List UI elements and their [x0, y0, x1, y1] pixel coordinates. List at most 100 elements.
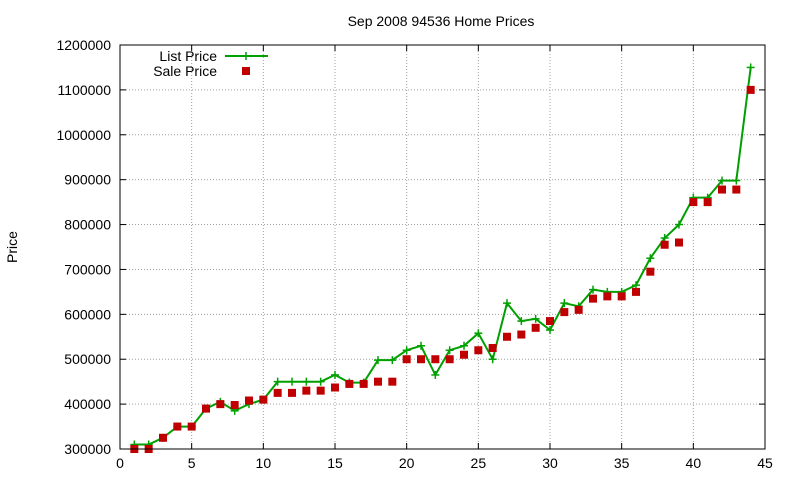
sale-price-point [689, 198, 698, 207]
y-tick-label: 1100000 [58, 82, 112, 98]
list-price-point [546, 326, 554, 335]
list-price-point [732, 176, 741, 185]
sale-price-point [675, 238, 683, 247]
sale-price-point [546, 317, 554, 326]
y-tick-label: 500000 [64, 351, 111, 367]
sale-price-point [703, 198, 712, 207]
list-price-point [474, 329, 483, 338]
y-tick-label: 300000 [64, 441, 111, 457]
list-price-point [288, 377, 296, 386]
list-price-point [374, 356, 382, 365]
x-tick-label: 10 [256, 455, 272, 471]
list-price-point [488, 355, 497, 364]
sale-price-point [746, 85, 755, 94]
x-tick-label: 30 [542, 455, 558, 471]
list-price-point [531, 314, 540, 323]
list-price-point [560, 299, 569, 308]
sale-price-point [589, 294, 597, 303]
list-price-point [517, 317, 526, 326]
list-price-point [388, 356, 397, 365]
list-price-point [746, 63, 755, 72]
list-price-point [402, 346, 411, 355]
sale-price-point [732, 185, 741, 194]
y-tick-label: 400000 [64, 396, 111, 412]
sale-price-point [259, 395, 268, 404]
list-price-point [718, 176, 726, 185]
sale-price-point [230, 401, 239, 410]
x-tick-label: 25 [471, 455, 487, 471]
legend-label-list-price: List Price [159, 48, 217, 64]
sale-price-point [574, 305, 583, 314]
sale-price-point [617, 292, 626, 301]
y-tick-label: 1200000 [56, 37, 111, 53]
list-price-point [331, 370, 339, 379]
sale-price-point [531, 323, 540, 332]
sale-price-point [488, 344, 497, 352]
sale-price-point [316, 386, 325, 395]
axis-ticks: 0 5 10 15 20 25 30 35 40 45 300000 400000 500000 6000… [56, 37, 773, 471]
sale-price-point [632, 287, 640, 296]
sale-price-point [273, 388, 282, 397]
sale-price-point [402, 355, 411, 364]
sale-price-point [660, 240, 669, 249]
list-price-point [646, 254, 655, 263]
list-price-point [632, 281, 640, 290]
x-tick-label: 20 [399, 455, 415, 471]
sale-price-point [345, 379, 354, 388]
sale-price-point [187, 422, 196, 431]
x-tick-label: 15 [327, 455, 343, 471]
list-price-point [589, 285, 597, 294]
sale-price-point [474, 346, 483, 355]
series-sale-price [130, 85, 755, 453]
sale-price-point [431, 355, 440, 364]
legend: List Price Sale Price [153, 48, 268, 79]
sale-price-point [718, 185, 726, 194]
x-tick-label: 45 [757, 455, 773, 471]
sale-price-point [417, 355, 425, 364]
list-price-point [431, 370, 440, 379]
sale-price-point [202, 404, 210, 413]
sale-price-point [173, 422, 182, 431]
sale-price-point [503, 332, 511, 341]
sale-price-point [460, 350, 468, 359]
sale-price-point [388, 377, 397, 386]
chart-title: Sep 2008 94536 Home Prices [348, 13, 535, 29]
y-tick-label: 900000 [64, 172, 111, 188]
list-price-point [660, 234, 669, 243]
y-axis-label: Price [4, 231, 20, 263]
list-price-point [460, 341, 468, 350]
list-price-point [503, 299, 511, 308]
sale-price-point [302, 386, 311, 395]
grid-lines [120, 45, 765, 449]
x-tick-label: 5 [188, 455, 196, 471]
series-list-price [130, 63, 755, 449]
sale-price-point [603, 292, 612, 301]
sale-price-point [245, 396, 253, 405]
sale-price-point [359, 379, 368, 388]
plot-border [119, 44, 766, 450]
list-price-point [417, 341, 425, 350]
y-tick-label: 700000 [64, 261, 111, 277]
list-price-point [302, 377, 311, 386]
sale-price-point [288, 388, 296, 397]
sale-price-point [216, 400, 225, 409]
x-tick-label: 40 [686, 455, 702, 471]
sale-price-point [374, 377, 382, 386]
sale-price-point [517, 330, 526, 339]
y-tick-label: 600000 [64, 306, 111, 322]
list-price-point [445, 346, 454, 355]
list-price-line [134, 67, 752, 446]
x-tick-label: 35 [614, 455, 630, 471]
sale-price-point [560, 308, 569, 317]
legend-marker-sale-price [242, 67, 250, 75]
sale-price-point [445, 355, 454, 364]
list-price-point [316, 377, 325, 386]
legend-label-sale-price: Sale Price [153, 63, 217, 79]
sale-price-point [159, 433, 167, 442]
sale-price-point [646, 267, 655, 276]
y-tick-label: 800000 [64, 217, 111, 233]
list-price-point [675, 220, 683, 229]
sale-price-point [331, 383, 339, 392]
